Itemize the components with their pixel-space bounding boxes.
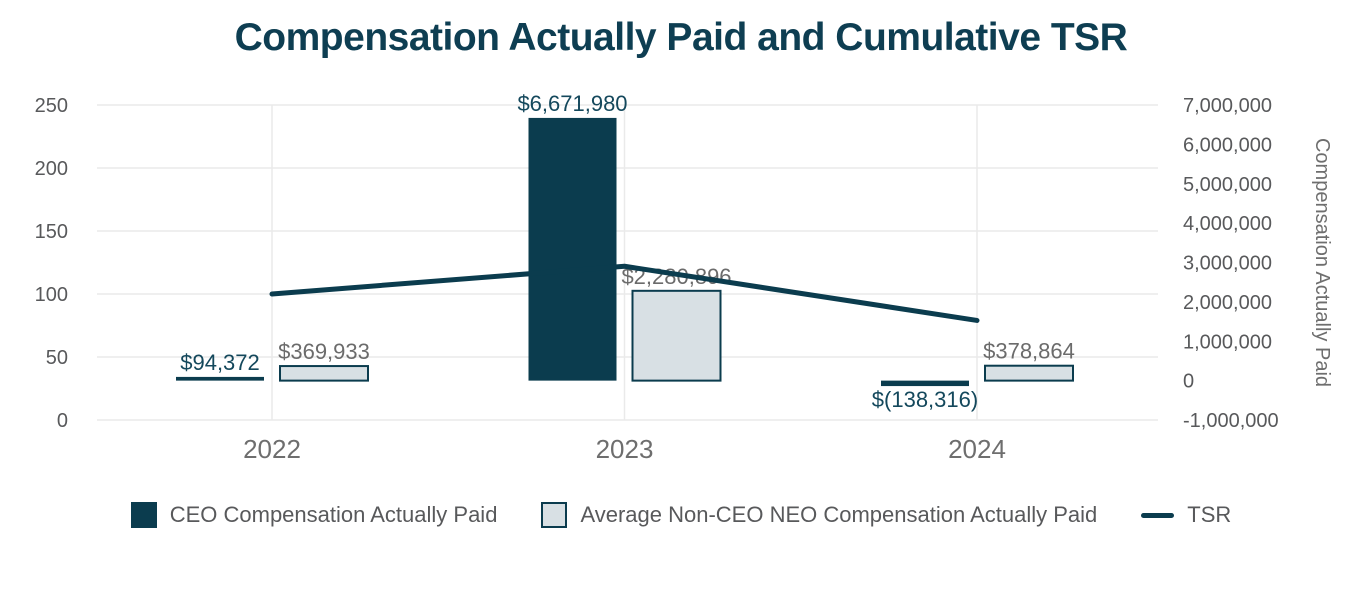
bar-value-label-ceo-2023: $6,671,980 xyxy=(517,91,627,116)
legend-label-tsr: TSR xyxy=(1187,502,1232,527)
legend-swatch-neo-icon xyxy=(541,502,568,528)
legend-item-neo-cap: Average Non-CEO NEO Compensation Actuall… xyxy=(541,502,1097,528)
bar-neo-2022 xyxy=(279,365,369,382)
left-axis-tick-label: 0 xyxy=(57,410,68,432)
left-axis-tick-label: 50 xyxy=(46,347,68,369)
tsr-line xyxy=(269,263,980,323)
chart-title: Compensation Actually Paid and Cumulativ… xyxy=(234,16,1128,59)
bar-neo-2023 xyxy=(631,289,722,382)
right-axis-tick-label: 0 xyxy=(1183,371,1194,393)
right-axis-tick-label: 4,000,000 xyxy=(1183,213,1272,235)
left-axis-tick-label: 250 xyxy=(35,95,68,117)
bar-ceo-2022 xyxy=(176,376,264,381)
right-axis-tick-label: 6,000,000 xyxy=(1183,134,1272,156)
left-axis-tick-label: 150 xyxy=(35,221,68,243)
bar-value-label-neo-2022: $369,933 xyxy=(278,339,370,364)
bar-ceo-2023 xyxy=(528,117,617,381)
plot-area: 250 200 150 100 50 0 7,000,000 6,000,000 5,000,0… xyxy=(35,91,1333,464)
bar-value-label-ceo-2024: $(138,316) xyxy=(872,387,978,412)
x-axis-category-label: 2022 xyxy=(243,434,301,464)
legend-label-ceo-cap: CEO Compensation Actually Paid xyxy=(169,502,498,527)
bar-neo-2024 xyxy=(984,364,1074,382)
legend-item-ceo-cap: CEO Compensation Actually Paid xyxy=(130,502,498,528)
legend-swatch-ceo-icon xyxy=(130,502,157,528)
left-axis-tick-label: 100 xyxy=(35,284,68,306)
right-axis-tick-label: -1,000,000 xyxy=(1183,410,1279,432)
legend-item-tsr: TSR xyxy=(1141,502,1231,528)
right-axis-tick-label: 2,000,000 xyxy=(1183,292,1272,314)
right-axis-tick-label: 5,000,000 xyxy=(1183,174,1272,196)
bar-value-label-ceo-2022: $94,372 xyxy=(180,350,260,375)
legend-label-neo-cap: Average Non-CEO NEO Compensation Actuall… xyxy=(580,502,1098,527)
right-axis-title: Compensation Actually Paid xyxy=(1311,138,1333,387)
right-axis-tick-label: 7,000,000 xyxy=(1183,95,1272,117)
legend-line-tsr-icon xyxy=(1141,512,1175,518)
x-axis-category-label: 2024 xyxy=(948,434,1006,464)
x-axis-category-label: 2023 xyxy=(596,434,654,464)
bar-value-label-neo-2024: $378,864 xyxy=(983,339,1075,364)
right-axis-tick-label: 1,000,000 xyxy=(1183,331,1272,353)
right-axis-tick-label: 3,000,000 xyxy=(1183,253,1272,275)
bar-ceo-2024 xyxy=(881,380,969,387)
left-axis-tick-label: 200 xyxy=(35,158,68,180)
chart-legend: CEO Compensation Actually Paid Average N… xyxy=(0,502,1362,528)
